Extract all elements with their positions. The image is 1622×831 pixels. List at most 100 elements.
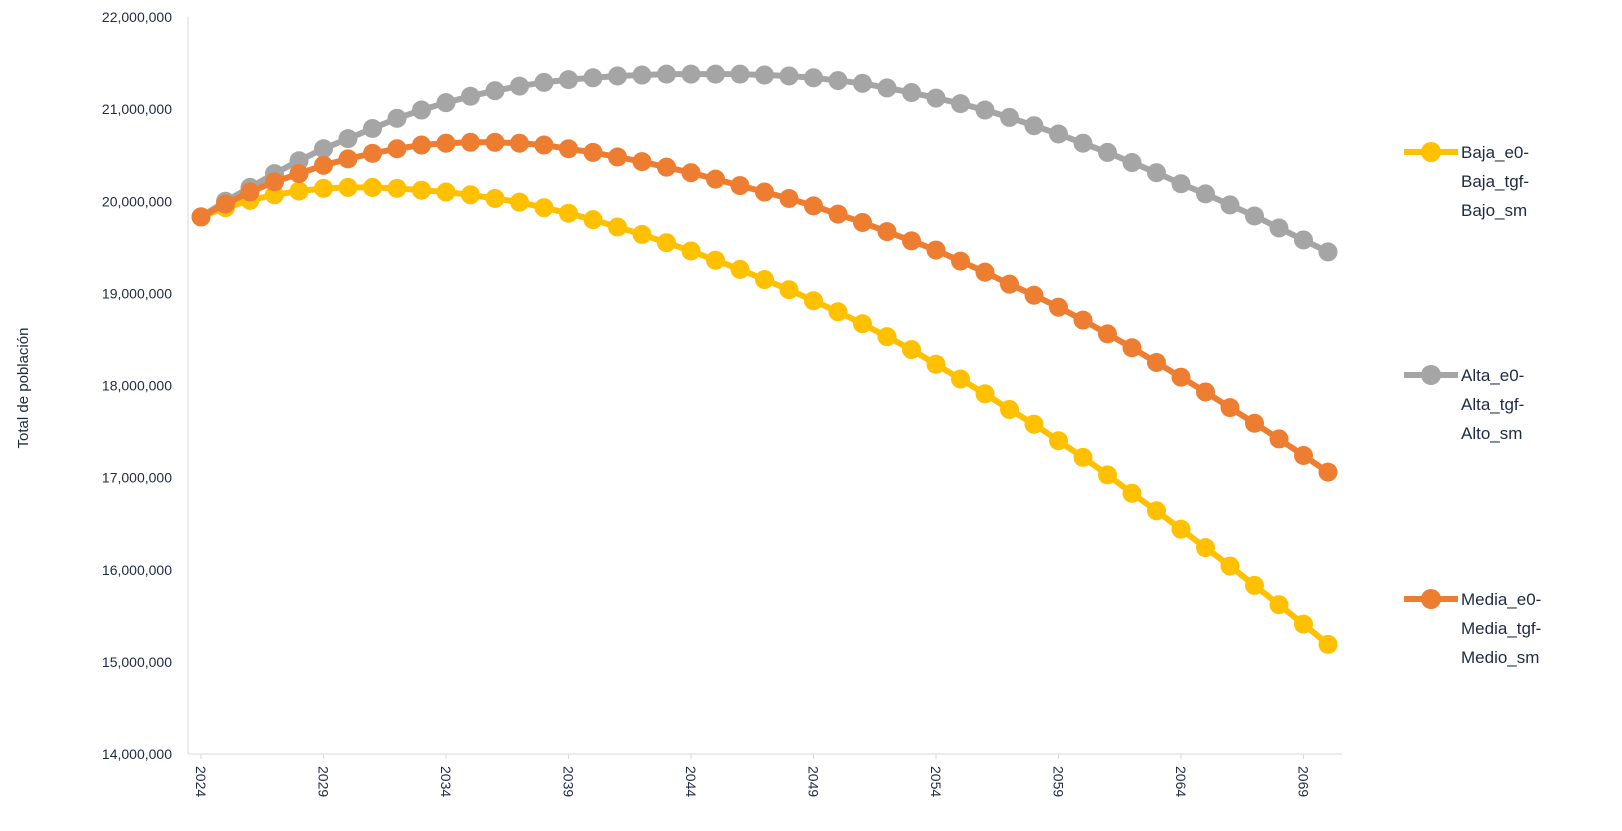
data-point <box>1000 399 1019 419</box>
data-point <box>730 64 750 84</box>
data-point <box>1098 324 1117 344</box>
series-line <box>199 184 1330 647</box>
legend-label-line: Bajo_sm <box>1461 201 1527 220</box>
data-point <box>779 66 799 86</box>
data-point <box>608 66 627 86</box>
data-point <box>902 340 921 360</box>
data-point <box>1000 107 1019 127</box>
data-point <box>1171 174 1191 194</box>
y-axis-title-group: Total de población <box>15 328 32 449</box>
data-point <box>583 68 603 88</box>
data-point <box>657 157 676 177</box>
data-point <box>485 132 505 152</box>
data-point <box>1196 538 1215 558</box>
data-point <box>534 72 554 92</box>
data-point <box>1147 163 1166 183</box>
data-point <box>632 65 652 85</box>
x-axis-ticks: 2024 2029 2034 2039 2044 2049 2054 2059 2064 2069 <box>193 754 1312 797</box>
data-point <box>363 177 382 197</box>
data-point <box>853 212 872 232</box>
data-point <box>1318 462 1338 482</box>
y-tick-label: 22,000,000 <box>102 9 172 25</box>
data-point <box>1294 614 1313 634</box>
y-tick-label: 20,000,000 <box>102 193 172 209</box>
data-point <box>975 384 995 404</box>
data-point <box>534 135 554 155</box>
data-point <box>706 250 725 270</box>
data-point <box>681 64 701 84</box>
data-point <box>706 64 725 84</box>
data-point <box>1049 124 1068 144</box>
x-tick-label: 2034 <box>438 766 454 797</box>
data-point <box>1122 153 1142 173</box>
data-point <box>853 73 872 93</box>
data-point <box>608 217 627 237</box>
data-point <box>412 135 431 155</box>
data-point <box>1220 398 1240 418</box>
data-point <box>951 369 970 389</box>
data-point <box>926 240 946 260</box>
data-point <box>755 270 774 290</box>
series-line <box>199 71 1330 255</box>
data-point <box>412 180 431 200</box>
data-point <box>387 139 407 159</box>
legend-label-line: Alto_sm <box>1461 424 1522 443</box>
data-point <box>559 70 578 90</box>
legend-label-line: Media_tgf- <box>1461 619 1541 638</box>
data-point <box>485 81 505 101</box>
data-point <box>902 83 921 103</box>
data-point <box>1318 242 1338 262</box>
data-point <box>1294 230 1313 250</box>
data-point <box>1294 446 1313 466</box>
data-point <box>461 86 480 106</box>
data-point <box>975 100 995 120</box>
series-Baja_e0-Baja_tgf-Bajo_sm <box>191 177 1338 654</box>
data-point <box>1098 465 1117 485</box>
data-point <box>730 259 750 279</box>
data-point <box>436 133 456 153</box>
data-point <box>1073 310 1093 330</box>
data-point <box>534 198 554 218</box>
data-point <box>338 177 358 197</box>
data-point <box>681 241 701 261</box>
data-point <box>926 354 946 374</box>
data-point <box>461 132 480 152</box>
data-point <box>1196 184 1215 204</box>
x-tick-label: 2044 <box>683 766 699 797</box>
data-point <box>1098 142 1117 162</box>
data-point <box>1024 285 1044 305</box>
data-point <box>583 142 603 162</box>
data-point <box>1245 206 1264 226</box>
legend-label-line: Baja_tgf- <box>1461 172 1529 191</box>
data-point <box>289 164 309 184</box>
data-point <box>1000 274 1019 294</box>
data-point <box>240 182 260 202</box>
data-point <box>926 88 946 108</box>
data-point <box>1073 133 1093 153</box>
data-point <box>1171 519 1191 539</box>
data-point <box>1122 483 1142 503</box>
data-point <box>877 78 897 98</box>
data-point <box>1147 501 1166 521</box>
data-point <box>657 233 676 253</box>
data-point <box>363 118 382 138</box>
legend-item: Alta_e0- Alta_tgf- Alto_sm <box>1404 365 1524 443</box>
legend-label-line: Baja_e0- <box>1461 143 1529 162</box>
x-tick-label: 2049 <box>806 766 822 797</box>
data-point <box>387 108 407 128</box>
data-point <box>1196 382 1215 402</box>
data-point <box>755 182 774 202</box>
data-point <box>804 291 823 311</box>
series-layer <box>191 64 1338 654</box>
data-point <box>363 143 382 163</box>
data-point <box>1171 367 1191 387</box>
y-tick-label: 19,000,000 <box>102 285 172 301</box>
data-point <box>828 71 848 91</box>
data-point <box>510 192 529 212</box>
data-point <box>632 152 652 172</box>
data-point <box>559 203 578 223</box>
data-point <box>755 65 774 85</box>
x-tick-label: 2069 <box>1296 766 1312 797</box>
x-tick-label: 2029 <box>316 766 332 797</box>
